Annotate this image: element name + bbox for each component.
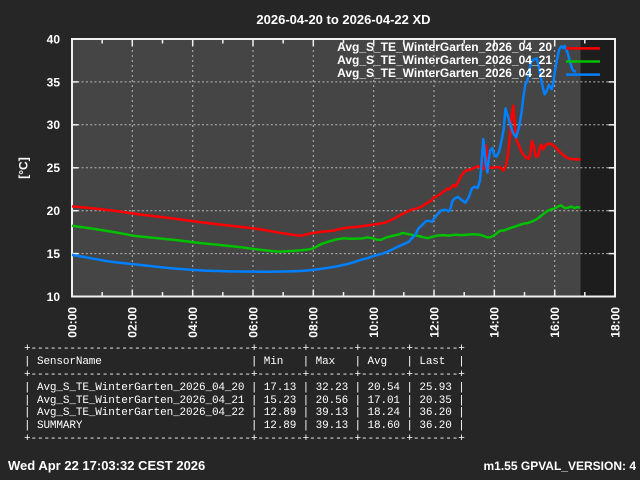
svg-text:14:00: 14:00 <box>488 307 502 338</box>
svg-text:10:00: 10:00 <box>367 307 381 338</box>
svg-text:16:00: 16:00 <box>548 307 562 338</box>
svg-text:[°C]: [°C] <box>17 157 31 178</box>
svg-text:04:00: 04:00 <box>186 307 200 338</box>
svg-text:02:00: 02:00 <box>126 307 140 338</box>
svg-text:10: 10 <box>47 290 61 304</box>
svg-text:30: 30 <box>47 118 61 132</box>
svg-text:06:00: 06:00 <box>246 307 260 338</box>
svg-text:08:00: 08:00 <box>307 307 321 338</box>
svg-text:18:00: 18:00 <box>608 307 622 338</box>
svg-text:15: 15 <box>47 247 61 261</box>
svg-text:00:00: 00:00 <box>65 307 79 338</box>
svg-text:25: 25 <box>47 161 61 175</box>
svg-text:12:00: 12:00 <box>427 307 441 338</box>
svg-text:20: 20 <box>47 204 61 218</box>
svg-text:35: 35 <box>47 75 61 89</box>
svg-text:40: 40 <box>47 32 61 46</box>
